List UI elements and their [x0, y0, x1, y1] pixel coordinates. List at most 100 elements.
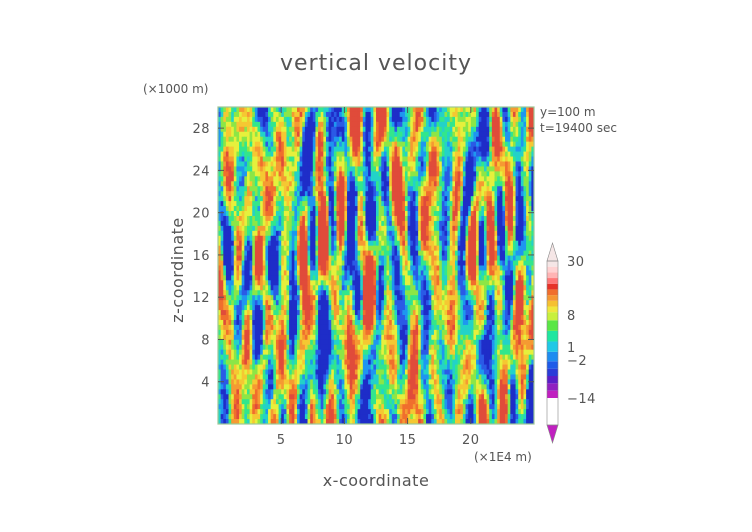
- field-cell: [339, 161, 343, 167]
- field-cell: [310, 171, 314, 177]
- field-cell: [512, 131, 517, 138]
- field-cell: [347, 126, 351, 133]
- field-cell: [320, 196, 324, 202]
- field-cell: [360, 131, 364, 138]
- field-cell: [497, 146, 501, 153]
- field-cell: [349, 245, 353, 252]
- field-cell: [433, 230, 438, 237]
- field-cell: [297, 121, 301, 128]
- field-cell: [339, 141, 343, 148]
- field-cell: [283, 121, 287, 128]
- field-cell: [360, 136, 364, 143]
- field-cell: [336, 136, 340, 143]
- field-cell: [362, 201, 366, 207]
- field-cell: [241, 196, 245, 202]
- field-cell: [470, 126, 474, 133]
- field-cell: [386, 136, 390, 143]
- field-cell: [415, 235, 419, 242]
- field-cell: [320, 220, 324, 227]
- field-cell: [373, 211, 377, 217]
- field-cell: [344, 191, 348, 197]
- field-cell: [218, 116, 222, 123]
- field-cell: [270, 240, 274, 247]
- field-cell: [436, 220, 440, 227]
- field-cell: [415, 126, 419, 133]
- field-cell: [302, 126, 306, 133]
- field-cell: [436, 131, 440, 138]
- field-cell: [399, 186, 403, 192]
- field-cell: [289, 146, 293, 153]
- field-cell: [344, 220, 348, 227]
- field-cell: [302, 186, 306, 192]
- field-cell: [225, 181, 230, 187]
- field-cell: [449, 186, 453, 192]
- field-cell: [304, 107, 309, 113]
- field-cell: [297, 136, 301, 143]
- field-cell: [518, 151, 522, 158]
- field-cell: [370, 240, 374, 247]
- field-cell: [418, 191, 422, 197]
- field-cell: [273, 211, 277, 217]
- field-cell: [252, 211, 256, 217]
- field-cell: [228, 166, 232, 172]
- field-cell: [265, 146, 269, 153]
- field-cell: [428, 225, 432, 232]
- field-cell: [460, 121, 464, 128]
- field-cell: [402, 146, 406, 153]
- field-cell: [231, 151, 235, 158]
- field-cell: [244, 161, 248, 167]
- field-cell: [470, 111, 474, 118]
- field-cell: [228, 116, 232, 123]
- field-cell: [365, 225, 369, 232]
- y-unit-label: (×1000 m): [143, 82, 208, 96]
- field-cell: [331, 181, 335, 187]
- field-cell: [470, 250, 474, 257]
- field-cell: [404, 211, 409, 217]
- field-cell: [294, 186, 298, 192]
- field-cell: [225, 201, 230, 207]
- field-cell: [497, 116, 501, 123]
- field-cell: [378, 206, 382, 212]
- field-cell: [246, 255, 251, 262]
- field-cell: [315, 136, 319, 143]
- field-cell: [254, 215, 258, 222]
- field-cell: [397, 151, 401, 158]
- field-cell: [283, 171, 287, 177]
- field-cell: [223, 151, 227, 158]
- field-cell: [254, 176, 258, 182]
- field-cell: [502, 240, 506, 247]
- field-cell: [241, 230, 245, 237]
- field-cell: [391, 211, 395, 217]
- field-cell: [399, 220, 403, 227]
- field-cell: [249, 215, 253, 222]
- field-cell: [455, 240, 459, 247]
- field-cell: [381, 141, 385, 148]
- field-cell: [404, 215, 409, 222]
- field-cell: [512, 161, 517, 167]
- field-cell: [281, 121, 285, 128]
- field-cell: [315, 116, 319, 123]
- field-cell: [370, 107, 374, 113]
- field-cell: [333, 141, 337, 148]
- field-cell: [294, 181, 298, 187]
- field-cell: [352, 126, 356, 133]
- field-cell: [315, 166, 319, 172]
- field-cell: [483, 121, 488, 128]
- field-cell: [347, 116, 351, 123]
- field-cell: [481, 220, 485, 227]
- field-cell: [304, 255, 309, 262]
- field-cell: [515, 186, 519, 192]
- field-cell: [286, 201, 290, 207]
- field-cell: [294, 166, 298, 172]
- field-cell: [281, 250, 285, 257]
- field-cell: [289, 240, 293, 247]
- field-cell: [228, 141, 232, 148]
- field-cell: [289, 151, 293, 158]
- field-cell: [523, 191, 527, 197]
- field-cell: [444, 176, 448, 182]
- field-cell: [260, 206, 264, 212]
- field-cell: [489, 181, 493, 187]
- field-cell: [486, 151, 490, 158]
- field-cell: [318, 151, 322, 158]
- field-cell: [310, 141, 314, 148]
